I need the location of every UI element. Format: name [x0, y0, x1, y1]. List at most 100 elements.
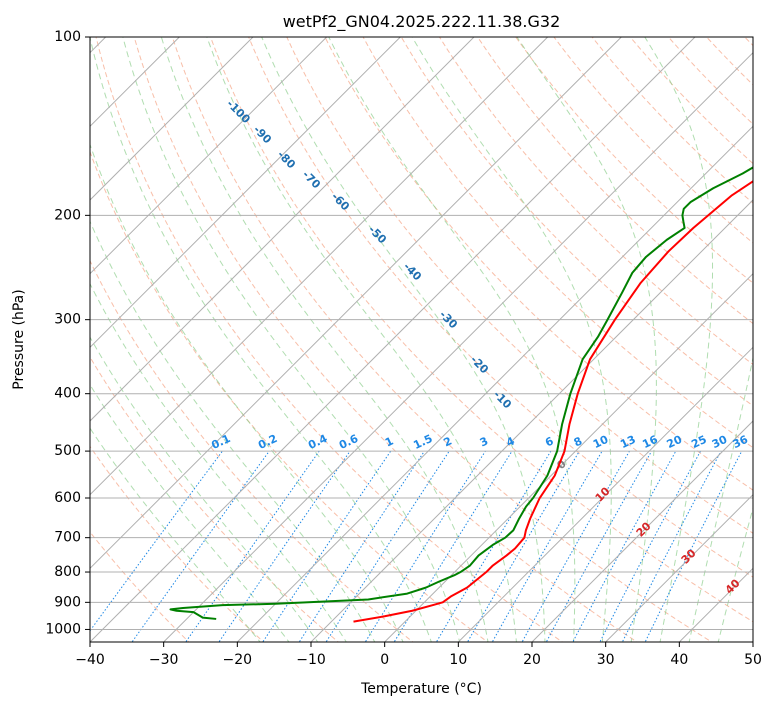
isotherm-line — [457, 346, 753, 642]
dry-adiabat-label: -30 — [437, 308, 460, 331]
moist-adiabat-label: 10 — [593, 484, 613, 504]
mixing-ratio-line — [491, 450, 603, 642]
dry-adiabat-line — [629, 37, 753, 165]
mixing-ratio-line — [572, 450, 677, 642]
x-tick-label: −30 — [149, 652, 179, 668]
background-grid — [90, 24, 775, 645]
dry-adiabat-label: -80 — [275, 148, 298, 171]
mixing-ratio-label: 25 — [689, 433, 708, 451]
dewpoint-profile — [169, 166, 753, 620]
x-tick-label: 50 — [744, 652, 762, 668]
dry-adiabat-line — [90, 150, 489, 642]
isotherm-line — [384, 272, 753, 642]
moist-adiabat-line — [90, 282, 347, 642]
dry-adiabat-label: -100 — [224, 97, 253, 126]
y-tick-label: 1000 — [45, 621, 81, 637]
mixing-ratio-line — [325, 450, 450, 642]
x-tick-label: −20 — [223, 652, 253, 668]
mixing-ratio-label: 3 — [478, 434, 490, 449]
mixing-ratio-label: 0.4 — [306, 432, 329, 452]
dry-adiabat-line — [553, 37, 753, 244]
mixing-ratio-line — [131, 450, 270, 642]
dry-adiabat-line — [591, 37, 753, 204]
sounding-profiles — [169, 166, 753, 623]
y-tick-label: 200 — [54, 207, 81, 223]
dry-adiabat-line — [705, 37, 753, 86]
mixing-ratio-line — [185, 450, 320, 642]
isotherm-line — [90, 37, 475, 422]
dry-adiabat-line — [90, 356, 339, 642]
dry-adiabat-line — [515, 37, 753, 284]
dry-adiabat-line — [90, 531, 190, 642]
dry-adiabat-line — [744, 37, 753, 47]
mixing-ratio-label: 20 — [665, 433, 685, 451]
mixing-ratio-line — [466, 450, 580, 642]
isotherm-line — [531, 420, 753, 642]
dry-adiabat-line — [248, 37, 753, 578]
mixing-ratio-line — [90, 450, 223, 632]
temperature-profile — [353, 180, 753, 623]
mixing-ratio-label: 6 — [543, 434, 556, 449]
mixing-ratio-line — [435, 450, 552, 642]
isotherm-line — [236, 125, 753, 642]
isotherm-line — [90, 37, 696, 642]
isotherm-line — [90, 37, 328, 275]
isotherm-line — [752, 641, 753, 642]
dry-adiabat-line — [90, 445, 265, 642]
dry-adiabat-line — [438, 37, 753, 366]
mixing-ratio-label: 8 — [572, 434, 584, 449]
moist-adiabat-line — [90, 336, 319, 642]
y-tick-label: 700 — [54, 530, 81, 546]
chart-title: wetPf2_GN04.2025.222.11.38.G32 — [283, 12, 561, 32]
isotherm-line — [90, 37, 622, 570]
moist-adiabat-line — [90, 427, 261, 642]
isotherm-line — [310, 199, 753, 642]
moist-adiabat-line — [160, 37, 489, 642]
isotherm-line — [90, 37, 549, 496]
y-tick-label: 900 — [54, 594, 81, 610]
moist-adiabat-line — [206, 37, 517, 642]
dry-adiabat-line — [133, 37, 638, 642]
y-axis-label: Pressure (hPa) — [11, 289, 27, 389]
moist-adiabat-line — [90, 383, 290, 642]
plot-frame — [89, 36, 754, 643]
mixing-ratio-line — [298, 450, 425, 642]
mixing-ratio-line — [599, 450, 701, 642]
y-tick-label: 800 — [54, 564, 81, 580]
y-tick-label: 500 — [54, 443, 81, 459]
y-tick-label: 100 — [54, 29, 81, 45]
mixing-ratio-label: 13 — [618, 433, 637, 451]
dry-adiabat-line — [770, 24, 775, 645]
y-tick-label: 600 — [54, 490, 81, 506]
moist-adiabat-line — [122, 37, 461, 642]
moist-adiabat-line — [717, 506, 753, 642]
dry-adiabat-label: -40 — [401, 260, 424, 283]
mixing-ratio-label: 10 — [591, 433, 611, 451]
mixing-ratio-label: 16 — [640, 433, 660, 451]
isotherm-line — [90, 37, 401, 349]
x-tick-label: −40 — [75, 652, 105, 668]
x-tick-label: 0 — [380, 652, 389, 668]
x-tick-label: 40 — [670, 652, 688, 668]
dry-adiabat-line — [667, 37, 753, 125]
isotherm-line — [605, 493, 753, 642]
mixing-ratio-line — [218, 450, 351, 642]
x-tick-label: −10 — [296, 652, 326, 668]
moist-adiabat-label: 40 — [723, 576, 743, 596]
dry-adiabat-line — [171, 37, 713, 642]
moist-adiabat-line — [90, 220, 376, 642]
dry-adiabat-label: -10 — [491, 388, 514, 411]
mixing-ratio-label: 0.1 — [209, 432, 232, 452]
isotherm-line — [90, 37, 254, 201]
dry-adiabat-label: -90 — [251, 123, 274, 146]
moist-adiabat-line — [261, 37, 546, 642]
dry-adiabat-line — [90, 259, 414, 642]
moist-adiabat-line — [516, 37, 657, 642]
mixing-ratio-label: 30 — [710, 433, 730, 451]
dry-adiabat-label: -60 — [329, 190, 352, 213]
mixing-ratio-line — [621, 450, 722, 642]
isotherm-line — [163, 51, 753, 642]
x-tick-label: 10 — [449, 652, 467, 668]
moist-adiabat-line — [90, 143, 404, 642]
